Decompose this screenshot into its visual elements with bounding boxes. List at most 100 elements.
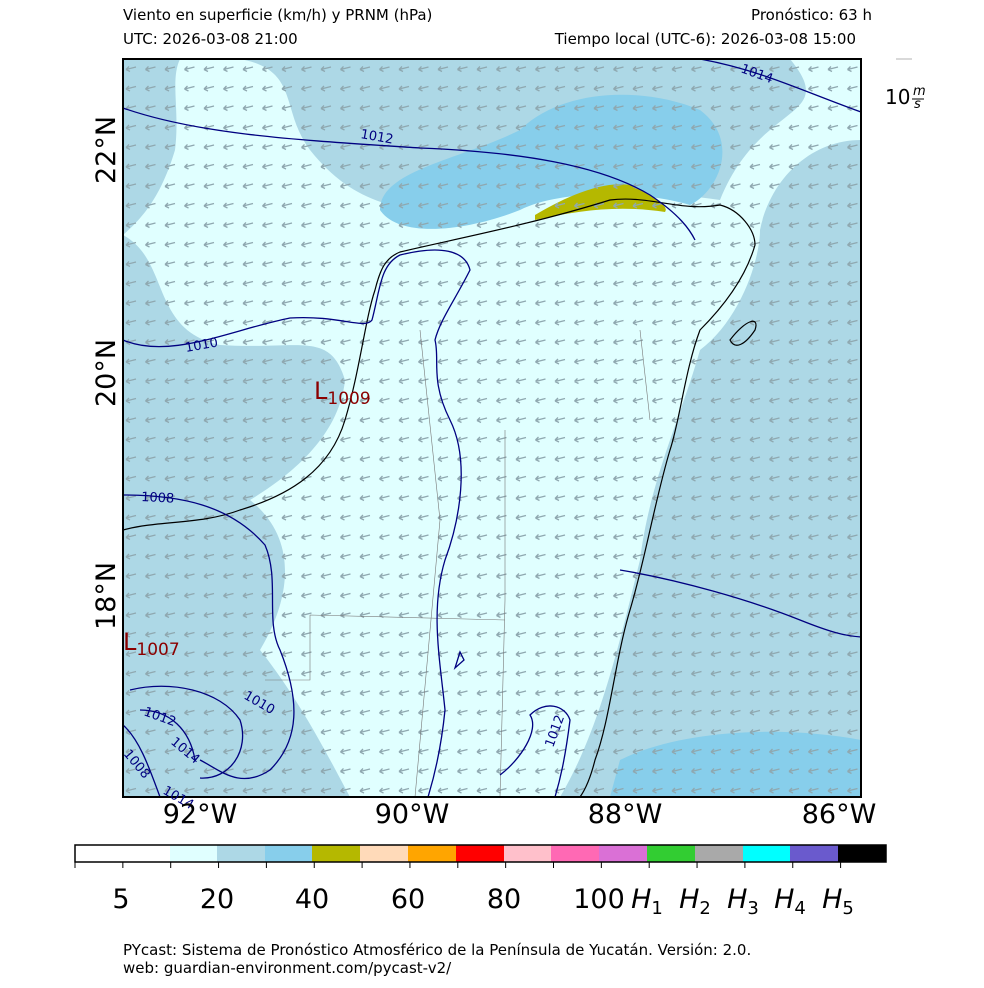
wind-arrow <box>788 436 800 443</box>
wind-arrow <box>613 378 624 385</box>
wind-arrow <box>145 183 156 190</box>
wind-arrow <box>320 534 332 541</box>
wind-arrow <box>730 456 741 463</box>
wind-arrow <box>164 261 176 268</box>
wind-arrow <box>379 436 390 443</box>
wind-arrow <box>320 631 332 638</box>
wind-arrow <box>262 475 273 482</box>
wind-arrow <box>574 573 585 580</box>
wind-arrow <box>593 592 605 599</box>
wind-arrow <box>320 748 332 755</box>
wind-arrow <box>827 651 839 658</box>
wind-arrow <box>320 261 332 268</box>
wind-arrow <box>652 85 663 92</box>
wind-arrow <box>769 573 780 580</box>
wind-arrow <box>164 241 176 248</box>
wind-arrow <box>535 709 546 716</box>
wind-arrow <box>281 768 293 775</box>
wind-arrow <box>437 456 449 463</box>
wind-arrow <box>671 144 683 151</box>
wind-arrow <box>827 729 839 736</box>
wind-arrow <box>847 592 858 599</box>
wind-arrow <box>125 709 137 716</box>
wind-arrow <box>730 514 741 521</box>
wind-arrow <box>574 280 585 287</box>
wind-arrow <box>301 241 312 248</box>
wind-arrow <box>340 514 351 521</box>
wind-arrow <box>223 397 234 404</box>
wind-arrow <box>613 105 624 112</box>
wind-arrow <box>847 748 858 755</box>
wind-arrow <box>223 456 234 463</box>
wind-arrow <box>788 280 800 287</box>
wind-arrow <box>574 475 585 482</box>
wind-arrow <box>379 768 390 775</box>
wind-arrow <box>457 339 468 346</box>
wind-arrow <box>340 280 351 287</box>
wind-arrow <box>593 709 605 716</box>
wind-arrow <box>398 378 410 385</box>
wind-arrow <box>457 787 468 794</box>
wind-arrow <box>203 261 215 268</box>
wind-arrow <box>476 222 488 229</box>
wind-arrow <box>808 651 819 658</box>
wind-arrow <box>184 592 195 599</box>
wind-arrow <box>691 787 702 794</box>
wind-arrow <box>652 163 663 170</box>
wind-arrow <box>788 183 800 190</box>
wind-arrow <box>203 144 215 151</box>
wind-arrow <box>476 768 488 775</box>
colorbar-label: 60 <box>391 884 425 915</box>
island <box>729 320 757 346</box>
wind-arrow <box>710 66 722 73</box>
wind-arrow <box>262 495 273 502</box>
wind-arrow <box>457 436 468 443</box>
wind-arrow <box>613 241 624 248</box>
wind-arrow <box>808 339 819 346</box>
wind-arrow <box>223 261 234 268</box>
wind-arrow <box>223 144 234 151</box>
wind-arrow <box>593 222 605 229</box>
isobar <box>619 569 861 638</box>
wind-arrow <box>554 729 566 736</box>
wind-arrow <box>769 456 780 463</box>
wind-arrow <box>164 300 176 307</box>
wind-arrow <box>164 787 176 794</box>
wind-arrow <box>788 85 800 92</box>
wind-arrow <box>125 631 137 638</box>
wind-arrow <box>671 768 683 775</box>
wind-arrow <box>457 670 468 677</box>
wind-arrow <box>808 202 819 209</box>
wind-arrow <box>164 475 176 482</box>
wind-arrow <box>242 612 254 619</box>
wind-arrow <box>379 417 390 424</box>
wind-arrow <box>125 124 137 131</box>
wind-arrow <box>496 709 507 716</box>
wind-arrow <box>749 202 761 209</box>
wind-arrow <box>242 729 254 736</box>
wind-arrow <box>476 241 488 248</box>
wind-arrow <box>808 378 819 385</box>
wind-arrow <box>691 573 702 580</box>
wind-arrow <box>281 553 293 560</box>
wind-arrow <box>691 378 702 385</box>
wind-arrow <box>652 456 663 463</box>
wind-arrow <box>613 573 624 580</box>
low-letter: L <box>123 628 137 656</box>
wind-arrow <box>593 280 605 287</box>
wind-arrow <box>691 124 702 131</box>
wind-arrow <box>730 163 741 170</box>
wind-arrow <box>184 690 195 697</box>
wind-arrow <box>223 514 234 521</box>
wind-arrow <box>359 222 371 229</box>
colorbar-segment <box>647 845 695 862</box>
wind-arrow <box>145 534 156 541</box>
wind-arrow <box>808 436 819 443</box>
wind-arrow <box>476 417 488 424</box>
wind-arrow <box>184 280 195 287</box>
wind-arrow <box>320 573 332 580</box>
wind-arrow <box>320 514 332 521</box>
colorbar-label: H2 <box>679 884 711 919</box>
wind-arrow <box>788 339 800 346</box>
wind-arrow <box>613 66 624 73</box>
